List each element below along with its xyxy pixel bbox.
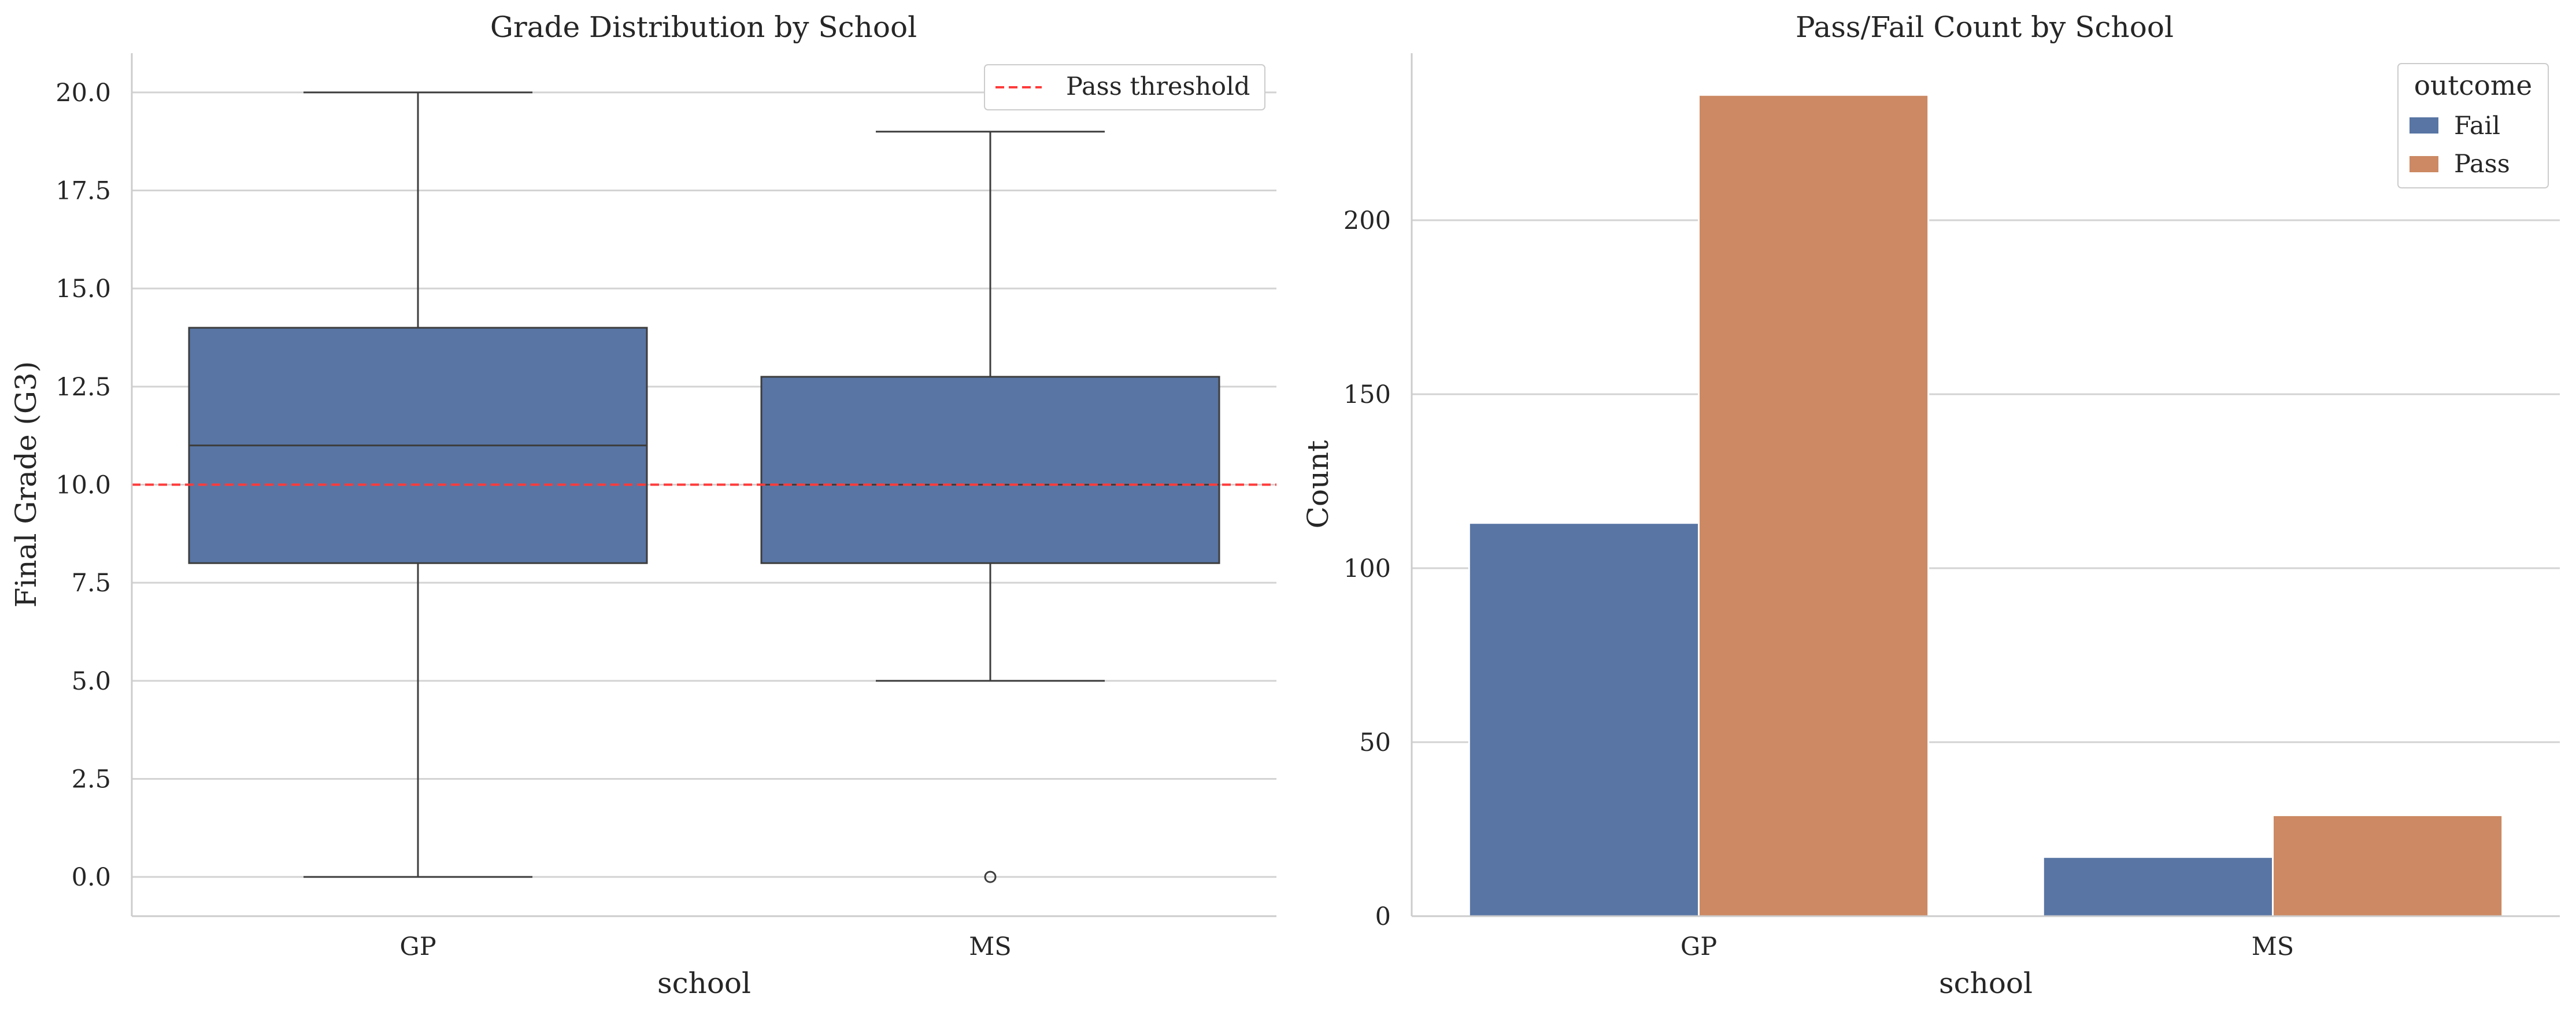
boxplot-x-tick-label: MS	[969, 932, 1012, 961]
barchart-y-tick-label: 100	[1343, 554, 1391, 583]
barchart-x-axis-label: school	[1939, 966, 2033, 1000]
boxplot-title: Grade Distribution by School	[490, 10, 917, 44]
barchart-x-ticks: GP MS	[1681, 932, 2294, 961]
boxplot-y-ticks: 0.0 2.5 5.0 7.5 10.0 12.5 15.0 17.5 20.0	[55, 79, 111, 892]
barchart-x-tick-label: MS	[2252, 932, 2294, 961]
barchart-y-axis-label: Count	[1301, 440, 1335, 529]
barchart-y-tick-label: 150	[1343, 380, 1391, 409]
fail-legend-label: Fail	[2454, 112, 2500, 140]
boxplot-y-axis-label: Final Grade (G3)	[9, 361, 43, 608]
boxplot-legend-frame	[984, 64, 1265, 110]
boxplot-y-tick-label: 17.5	[55, 177, 111, 206]
bar-fail-ms	[2042, 856, 2274, 917]
pass-threshold-legend-label: Pass threshold	[1066, 72, 1250, 101]
pass-legend-swatch	[2410, 156, 2438, 172]
boxplot-y-tick-label: 7.5	[72, 569, 111, 598]
barchart-y-tick-label: 50	[1359, 728, 1391, 757]
boxplot-x-axis-label: school	[657, 966, 751, 1000]
fail-legend-swatch	[2410, 117, 2438, 134]
boxplot-y-tick-label: 5.0	[72, 667, 111, 696]
barchart-legend-title: outcome	[2414, 70, 2532, 102]
box-ms	[760, 131, 1220, 883]
barchart-y-tick-label: 200	[1343, 206, 1391, 235]
boxplot-y-tick-label: 2.5	[72, 765, 111, 794]
barchart-marks	[1468, 94, 2504, 917]
iqr-box	[760, 376, 1220, 564]
grade-boxplot-panel: Grade Distribution by School 0.0 2.5 5.0 7.…	[9, 10, 1276, 1000]
bar-fail-gp	[1468, 522, 1700, 917]
barchart-y-ticks: 0 50 100 150 200	[1343, 206, 1391, 931]
boxplot-y-tick-label: 12.5	[55, 373, 111, 402]
barchart-x-tick-label: GP	[1681, 932, 1717, 961]
boxplot-y-tick-label: 15.0	[55, 275, 111, 303]
boxplot-y-tick-label: 0.0	[72, 863, 111, 892]
boxplot-legend: Pass threshold	[984, 64, 1265, 110]
pass-fail-bar-panel: Pass/Fail Count by School 0 50 100 150 200 G…	[1301, 10, 2560, 1000]
box-gp	[188, 91, 648, 878]
boxplot-x-ticks: GP MS	[399, 932, 1011, 961]
barchart-legend: outcome Fail Pass	[2397, 63, 2549, 188]
boxplot-marks	[132, 91, 1276, 883]
barchart-title: Pass/Fail Count by School	[1796, 10, 2174, 44]
bar-pass-ms	[2272, 814, 2504, 917]
outlier-point	[984, 870, 997, 883]
boxplot-y-tick-label: 20.0	[55, 79, 111, 108]
bar-pass-gp	[1698, 94, 1930, 917]
barchart-y-tick-label: 0	[1375, 902, 1391, 931]
pass-legend-label: Pass	[2454, 150, 2510, 179]
boxplot-x-tick-label: GP	[399, 932, 436, 961]
boxplot-y-tick-label: 10.0	[55, 471, 111, 500]
